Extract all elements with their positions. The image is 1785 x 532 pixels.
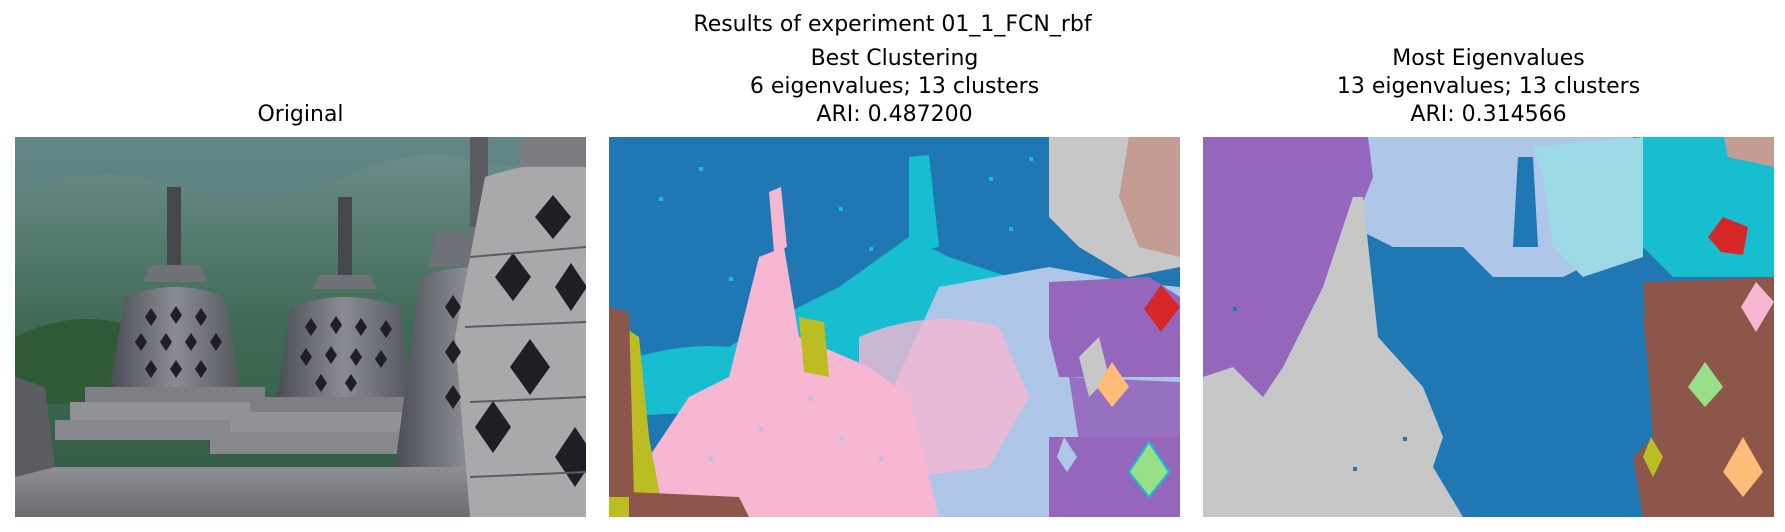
most-eigenvalues-map xyxy=(1203,137,1774,517)
panel-title-line: Best Clustering xyxy=(810,46,979,71)
panel-original: Original xyxy=(15,0,586,532)
figure-suptitle: Results of experiment 01_1_FCN_rbf xyxy=(693,12,1092,37)
panel-title-line: ARI: 0.314566 xyxy=(1410,102,1567,127)
panel-title-line: Original xyxy=(257,102,344,127)
panel-title-line: 13 eigenvalues; 13 clusters xyxy=(1336,74,1641,99)
panel-title-original: Original xyxy=(15,101,586,129)
panel-title-most-eigenvalues: Most Eigenvalues 13 eigenvalues; 13 clus… xyxy=(1203,45,1774,129)
best-clustering-map xyxy=(609,137,1180,517)
panel-best-clustering: Best Clustering 6 eigenvalues; 13 cluste… xyxy=(609,0,1180,532)
panel-title-best-clustering: Best Clustering 6 eigenvalues; 13 cluste… xyxy=(609,45,1180,129)
panel-most-eigenvalues: Most Eigenvalues 13 eigenvalues; 13 clus… xyxy=(1203,0,1774,532)
panel-title-line: ARI: 0.487200 xyxy=(816,102,973,127)
panel-title-line: 6 eigenvalues; 13 clusters xyxy=(749,74,1040,99)
original-image xyxy=(15,137,586,517)
panel-title-line: Most Eigenvalues xyxy=(1392,46,1585,71)
